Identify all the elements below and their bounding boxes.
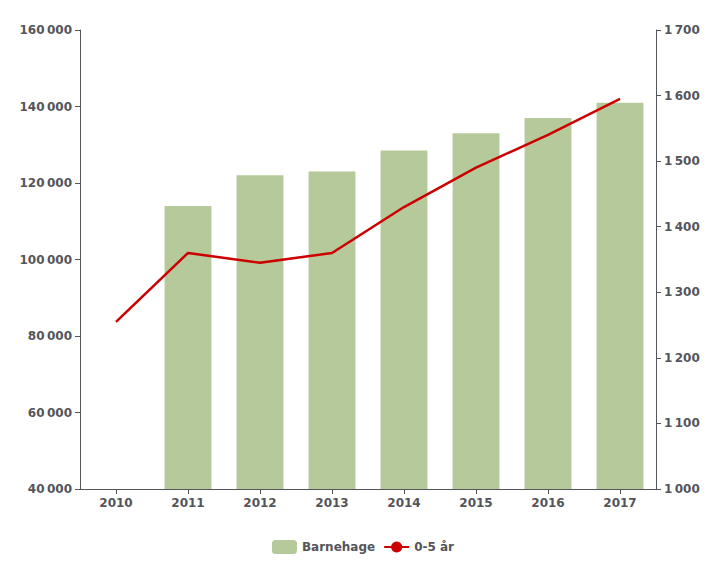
svg-text:140 000: 140 000: [20, 100, 73, 114]
svg-text:1 500: 1 500: [664, 154, 700, 168]
svg-text:1 700: 1 700: [664, 23, 700, 37]
svg-text:1 600: 1 600: [664, 89, 700, 103]
svg-text:100 000: 100 000: [20, 253, 73, 267]
svg-text:40 000: 40 000: [28, 482, 72, 496]
svg-text:2014: 2014: [387, 496, 420, 510]
svg-text:1 000: 1 000: [664, 482, 700, 496]
svg-text:60 000: 60 000: [28, 406, 72, 420]
svg-text:1 400: 1 400: [664, 220, 700, 234]
svg-text:1 200: 1 200: [664, 351, 700, 365]
svg-text:1 100: 1 100: [664, 416, 700, 430]
svg-text:2017: 2017: [603, 496, 636, 510]
svg-text:120 000: 120 000: [20, 176, 73, 190]
svg-text:2011: 2011: [171, 496, 204, 510]
svg-text:2016: 2016: [531, 496, 564, 510]
svg-text:2013: 2013: [315, 496, 348, 510]
svg-text:0-5 år: 0-5 år: [414, 540, 454, 554]
svg-text:2012: 2012: [243, 496, 276, 510]
svg-text:Barnehage: Barnehage: [302, 540, 375, 554]
svg-text:1 300: 1 300: [664, 285, 700, 299]
svg-text:80 000: 80 000: [28, 329, 72, 343]
svg-text:2010: 2010: [99, 496, 132, 510]
svg-text:2015: 2015: [459, 496, 492, 510]
svg-text:160 000: 160 000: [20, 23, 73, 37]
